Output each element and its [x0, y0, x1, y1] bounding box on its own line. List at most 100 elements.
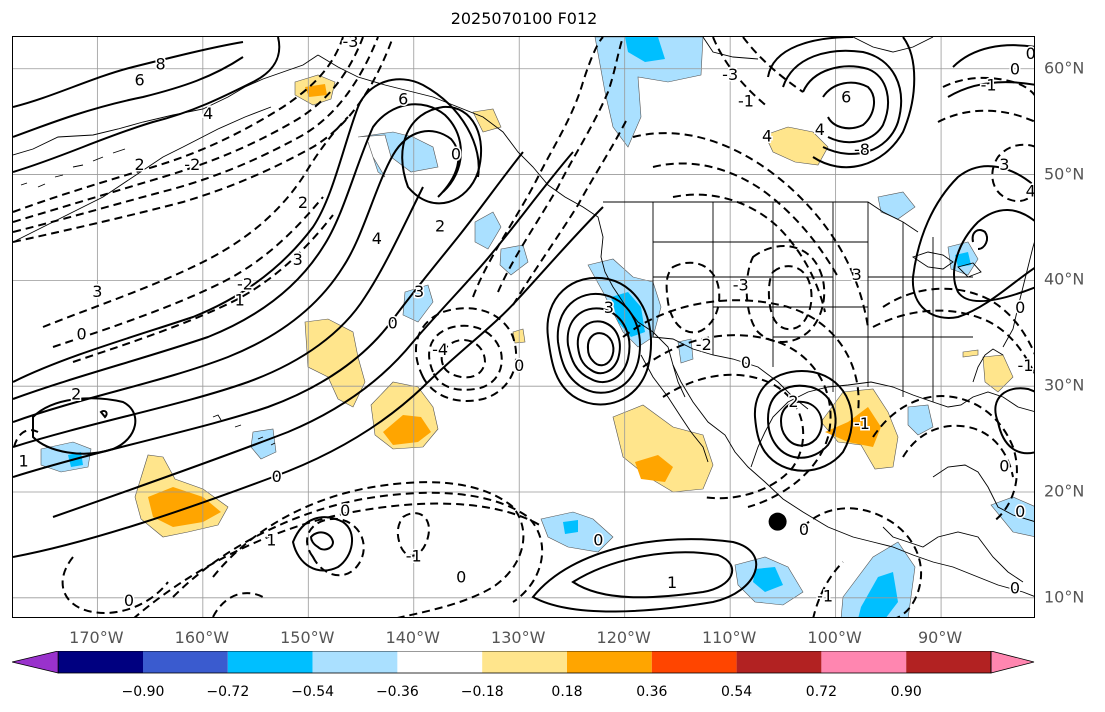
contour-negative-offshore-3: [512, 116, 629, 306]
shade-yellow-canada: [764, 126, 829, 166]
contour-negative-north-1: [13, 37, 344, 213]
contour-negative-east-3: [882, 287, 1034, 355]
map-panel[interactable]: 8 6 4 2 -2 -3 6 2 3 4 0 2 -2 1 3 0 2 1 0 3 -4 0 0 1 -1 0 0 0 3 -2 -3 -3…: [12, 36, 1035, 618]
contour-label: -2: [696, 335, 712, 354]
contour-positive-ridge-6: [52, 151, 574, 518]
contour-positive-west-high: [32, 397, 137, 455]
colorbar-segment: [482, 651, 567, 673]
colorbar-segment: [397, 651, 483, 673]
shade-orange-gulf: [825, 407, 881, 447]
contour-positive-cutoff-low-3: [566, 307, 631, 384]
shade-yellow-florida: [982, 354, 1014, 393]
coast-alaska-islands: [20, 148, 126, 188]
longitude-label: 170°W: [69, 628, 124, 647]
contour-label: -1: [738, 91, 754, 110]
contour-positive-se: [994, 387, 1034, 455]
colorbar-tick-label: 0.72: [805, 684, 837, 700]
shade-orange-baja: [635, 455, 673, 482]
shade-light-blue-se: [990, 496, 1034, 537]
contour-label: 0: [1026, 44, 1035, 63]
longitude-label: 150°W: [280, 628, 335, 647]
contour-negative-mexico-arc-1: [662, 373, 805, 500]
contour-negative-offshore-2: [497, 37, 624, 293]
contour-negative-far-south: [812, 561, 844, 617]
contour-label: 0: [388, 314, 398, 333]
contour-label: -1: [1017, 356, 1033, 375]
contour-negative-west-arc: [61, 556, 169, 614]
colorbar-segment: [651, 651, 737, 673]
location-marker: [768, 512, 787, 531]
contour-negative-trough-2: [52, 196, 324, 348]
contour-positive-hudson-2: [782, 49, 903, 155]
contour-label: 0: [272, 467, 282, 486]
latitude-label: 20°N: [1044, 481, 1085, 501]
contour-positive-west-high-inner: [99, 409, 108, 419]
contour-label: 4: [203, 104, 213, 123]
contour-negative-canada-2: [652, 162, 839, 278]
shade-light-blue-east-1: [877, 191, 916, 220]
contour-label: 3: [293, 250, 303, 269]
contour-label: 0: [741, 353, 751, 372]
contour-negative-central-3: [440, 338, 487, 379]
latitude-label: 40°N: [1044, 269, 1085, 289]
colorbar-segment: [227, 651, 313, 673]
border-us-mexico: [652, 336, 809, 410]
shade-light-blue-gulf: [357, 131, 439, 178]
contour-positive-cutoff-low-1: [546, 276, 653, 406]
contour-label: 1: [667, 573, 677, 592]
shade-light-blue-gulf-mex: [907, 404, 934, 436]
contour-label: -2: [237, 275, 253, 294]
colorbar-tick-label: −0.72: [206, 684, 250, 700]
contour-negative-south-arc-4: [396, 512, 430, 557]
contour-positive-ridge-5: [13, 151, 524, 478]
coast-east: [1002, 242, 1034, 348]
latitude-label: 60°N: [1044, 58, 1085, 78]
shade-blue-east-2: [955, 252, 971, 267]
contour-positive-east-1: [911, 165, 1034, 319]
contour-label: 1: [235, 290, 245, 309]
contour-label: 0: [799, 520, 809, 539]
contour-negative-north-canada: [712, 37, 804, 108]
contour-label: 1: [18, 451, 28, 470]
contour-label: -3: [722, 65, 738, 84]
contour-label: -3: [343, 37, 359, 51]
coast-gulf-alaska: [317, 54, 1034, 597]
latitude-label: 50°N: [1044, 164, 1085, 184]
colorbar-tick-label: −0.36: [375, 684, 419, 700]
longitude-label: 130°W: [491, 628, 546, 647]
contour-label: 6: [841, 87, 851, 106]
shade-light-blue-north-bc: [594, 37, 704, 148]
contour-positive-cutoff-low-2: [556, 292, 641, 394]
colorbar-tick-label: 0.54: [721, 684, 753, 700]
contour-label: -3: [733, 276, 749, 295]
contour-positive-south-2: [571, 551, 734, 599]
contour-negative-canada-1: [632, 132, 869, 328]
contour-positive-south-1: [531, 538, 758, 613]
shade-blue-south-1: [563, 520, 578, 534]
contour-label: 3: [604, 298, 614, 317]
contour-label: 0: [999, 457, 1009, 476]
contour-negative-east-1: [872, 395, 1018, 523]
contour-label: 0: [514, 356, 524, 375]
contour-positive-cutoff-low-5: [586, 332, 615, 367]
colorbar-tick-label: 0.18: [551, 684, 583, 700]
contour-positive-ridge-1: [13, 78, 480, 383]
coast-alaska: [13, 54, 319, 243]
contour-positive-north-east: [947, 44, 1034, 98]
contour-negative-ne-2: [937, 109, 1034, 123]
contour-positive-east-lake: [971, 229, 988, 250]
shade-blue-south-2: [753, 567, 783, 592]
contour-negative-southeast: [802, 507, 923, 617]
contour-label: 2: [71, 385, 81, 404]
shade-orange-mid: [383, 415, 431, 445]
contour-positive-ridge-2: [13, 103, 462, 400]
contour-positive-east-2: [953, 209, 1034, 303]
contour-positive-ridge-3: [13, 130, 460, 423]
colorbar-segment: [58, 651, 144, 673]
contour-positive-mexico-2: [766, 384, 837, 459]
latitude-label: 30°N: [1044, 375, 1085, 395]
longitude-label: 100°W: [807, 628, 862, 647]
contour-label: -8: [854, 140, 870, 159]
shade-light-blue-offshore-2: [499, 244, 529, 276]
